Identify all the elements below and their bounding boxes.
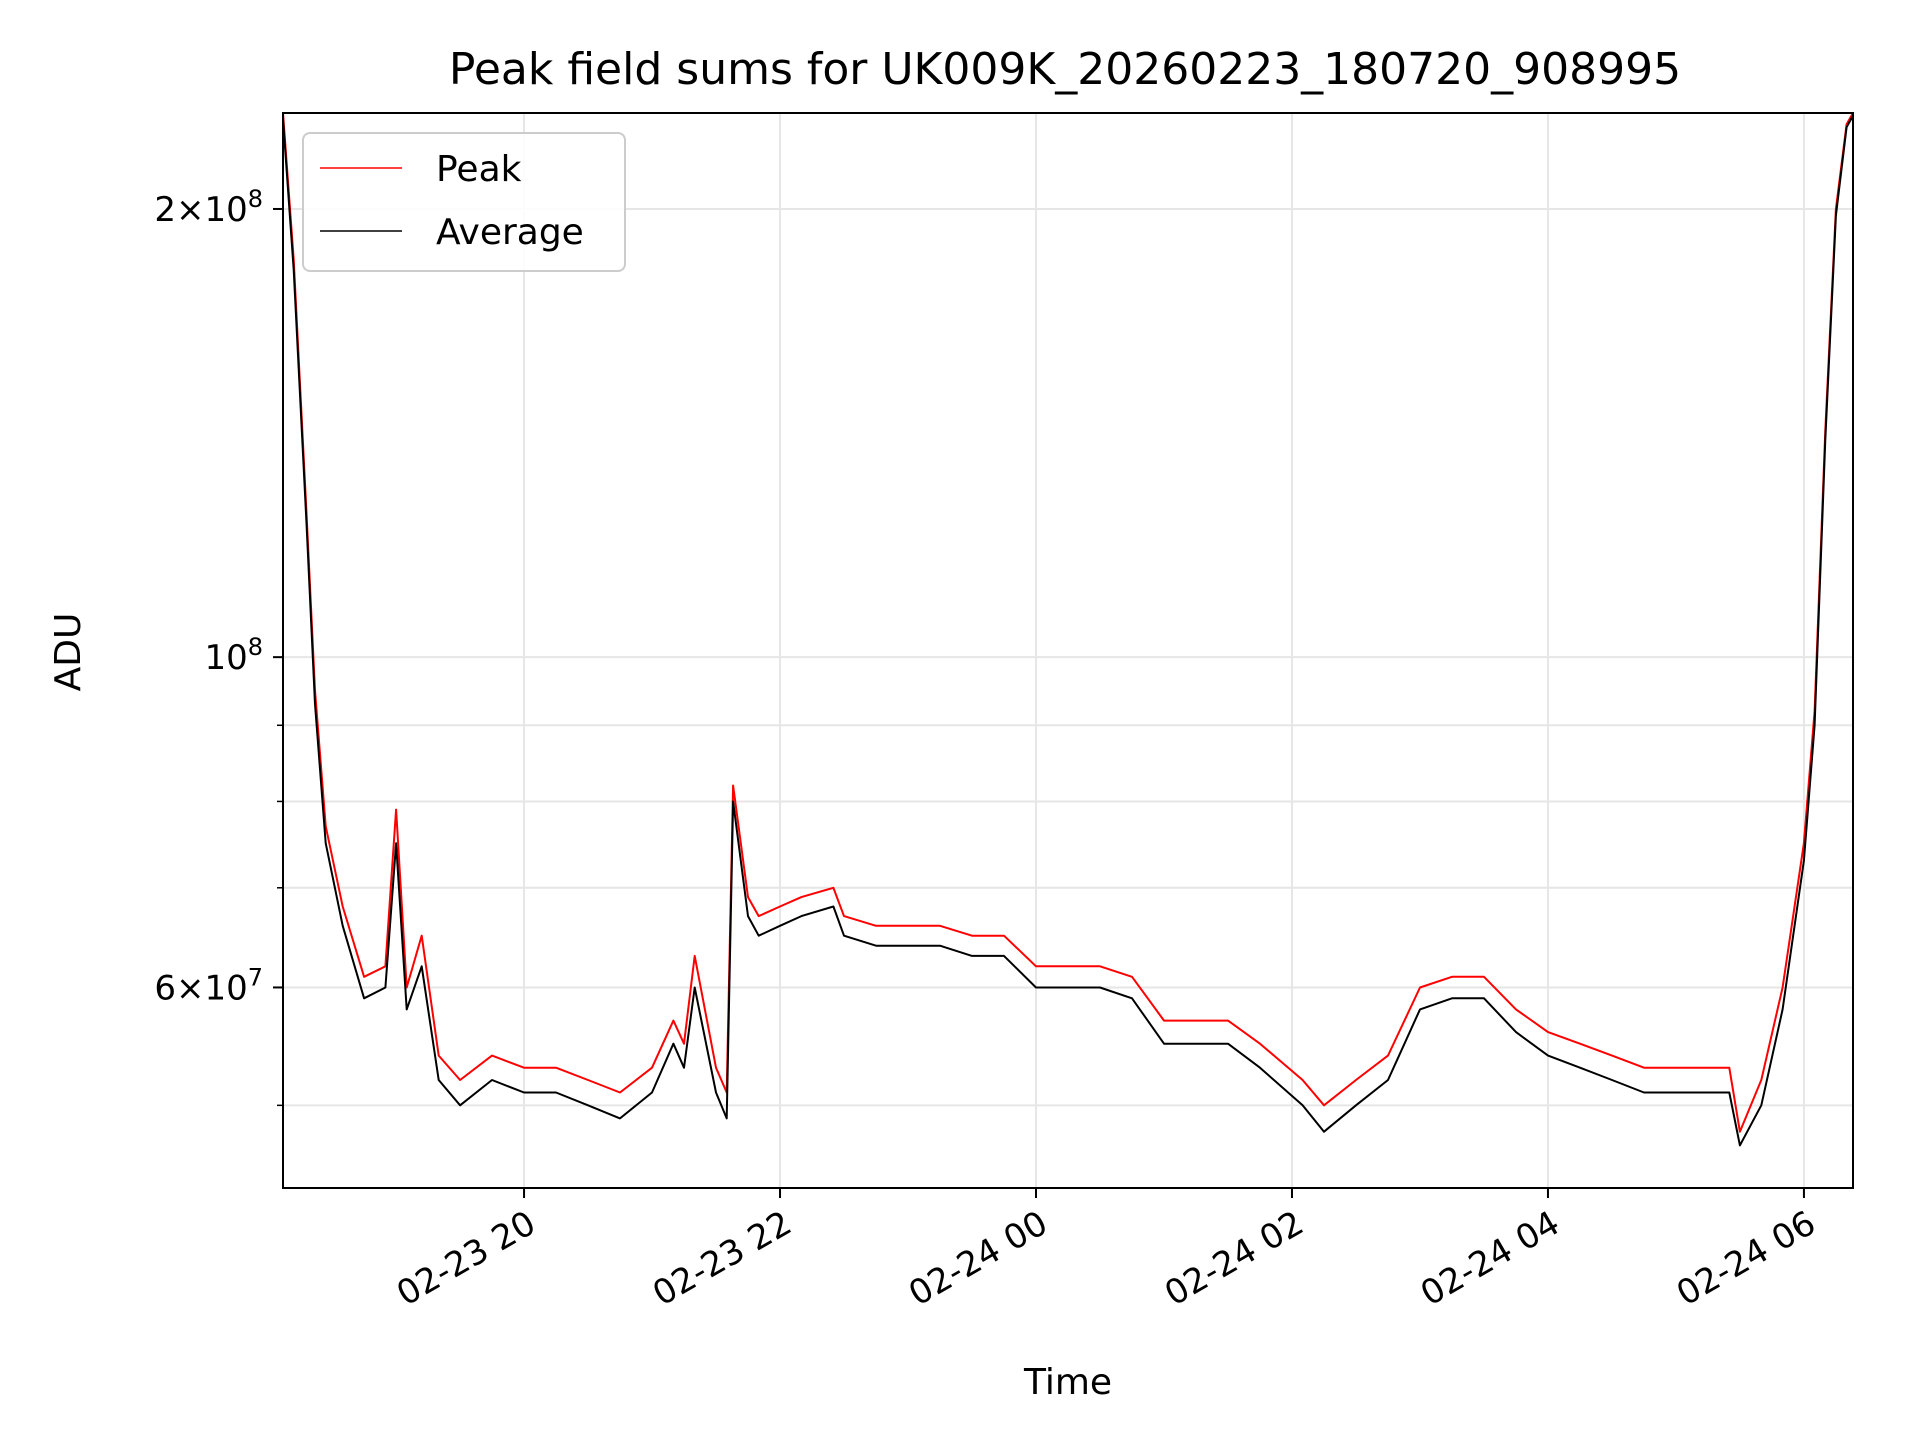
series-line-average <box>282 115 1854 1147</box>
y-tick-label: 2×108 <box>154 185 263 230</box>
x-axis-label: Time <box>1023 1362 1112 1403</box>
legend-label-average: Average <box>436 212 584 253</box>
grid <box>283 113 1853 1188</box>
series-layer <box>282 112 1854 1147</box>
chart-title: Peak field sums for UK009K_20260223_1807… <box>449 44 1681 95</box>
y-tick-label: 6×107 <box>154 963 263 1008</box>
plot-frame <box>282 112 1854 1189</box>
legend-label-peak: Peak <box>436 149 522 190</box>
legend: Peak Average <box>302 132 626 272</box>
series-line-peak <box>282 112 1854 1133</box>
y-axis: 6×107 108 2×108 <box>154 185 283 1107</box>
y-tick-label: 108 <box>204 633 263 678</box>
y-axis-label: ADU <box>48 613 89 692</box>
